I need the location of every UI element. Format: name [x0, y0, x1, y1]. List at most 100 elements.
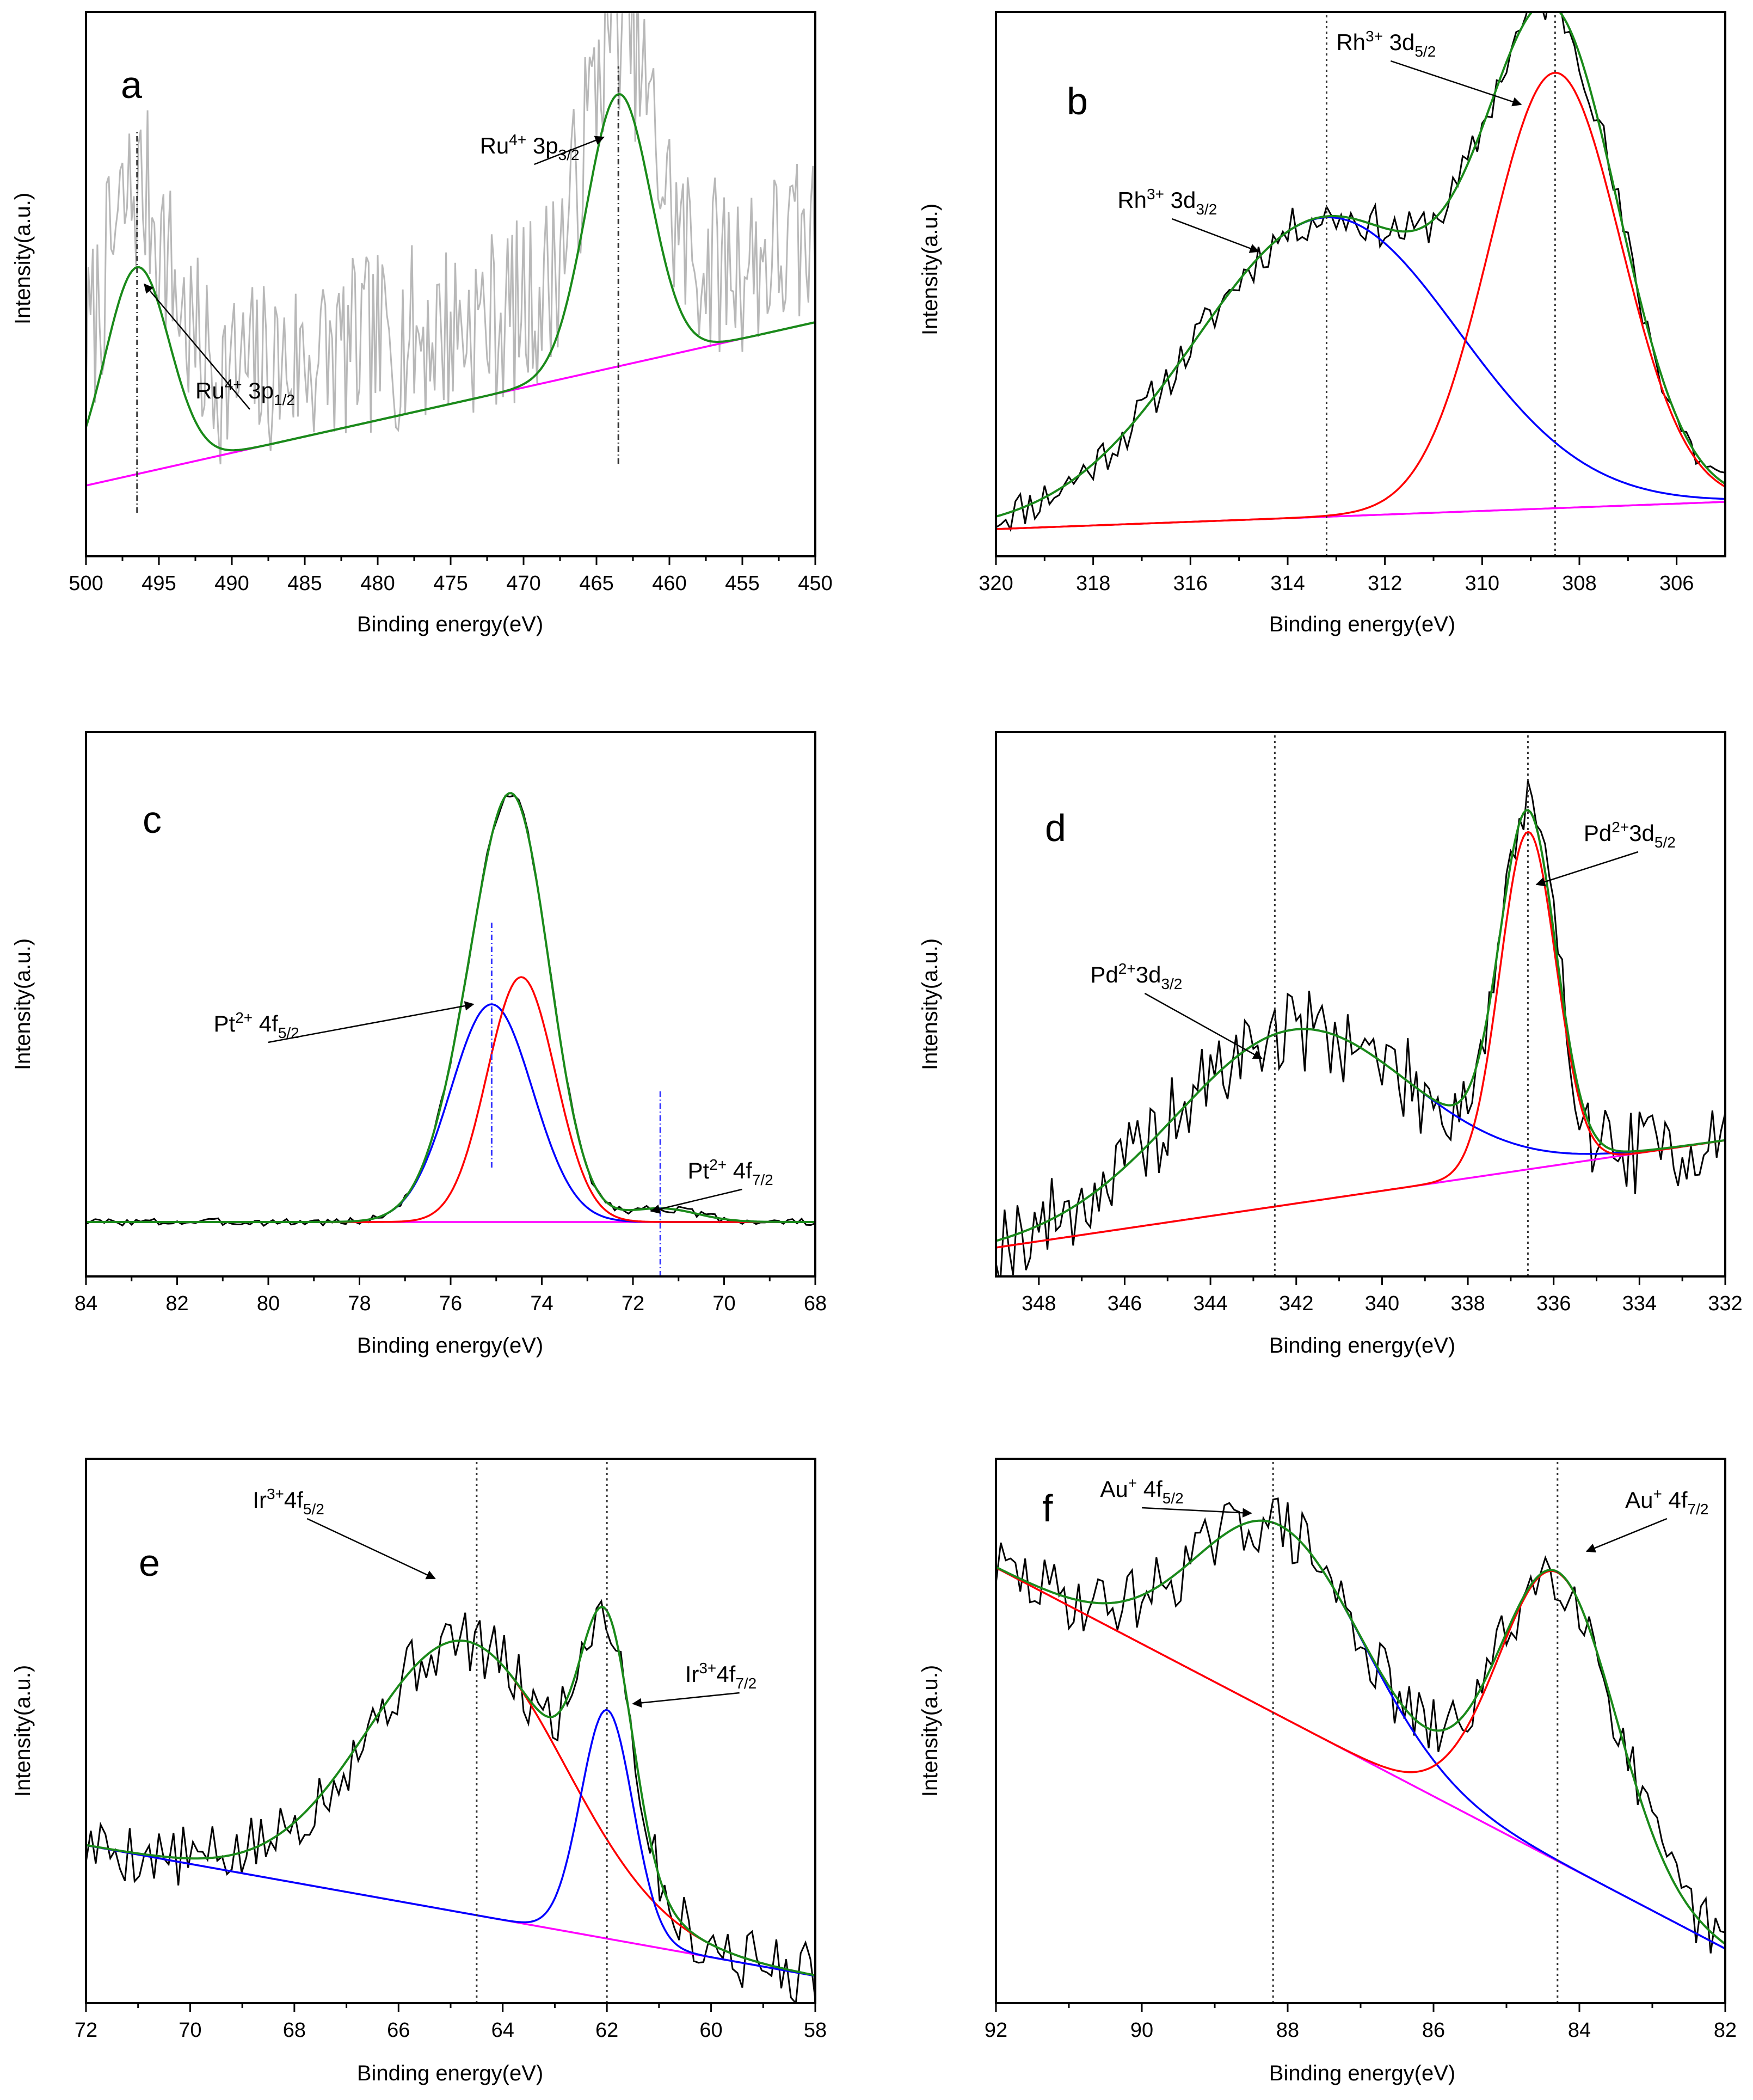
- x-tick-label: 470: [506, 572, 540, 595]
- component-peak-line: [86, 1003, 815, 1223]
- component-peak-line: [996, 1028, 1725, 1242]
- envelope-fit-line: [86, 792, 815, 1223]
- x-tick-label: 314: [1270, 572, 1305, 595]
- annotation-arrow: [1171, 218, 1260, 253]
- annotation-arrow: [1535, 851, 1639, 887]
- panel-letter-b: b: [1067, 80, 1088, 122]
- x-tick-label: 78: [348, 1292, 371, 1315]
- x-tick-label: 465: [579, 572, 613, 595]
- ylabel-c: Intensity(a.u.): [11, 938, 35, 1070]
- ylabel-e: Intensity(a.u.): [11, 1665, 35, 1797]
- annotation-arrow: [534, 136, 605, 165]
- x-tick-label: 70: [179, 2019, 201, 2042]
- annotation-arrow: [144, 283, 250, 410]
- panel-f: f 92 90 88 86 84 82 Au+ 4f5/2 Au+ 4f7/2 Intensi…: [918, 1458, 1737, 2085]
- panel-e: e 72 70 68 66 64 62 60 58 Ir3+4f5/2 Ir3+4f7/2 Int…: [11, 1458, 827, 2085]
- envelope-fit-line: [996, 12, 1725, 518]
- x-tick-label: 336: [1536, 1292, 1571, 1315]
- component-peak-line: [86, 1709, 815, 1977]
- plot-f: 92 90 88 86 84 82 Au+ 4f5/2 Au+ 4f7/2: [985, 1458, 1737, 2042]
- xlabel-c: Binding energy(eV): [357, 1334, 543, 1358]
- x-tick-label: 342: [1279, 1292, 1313, 1315]
- raw-data-line: [996, 12, 1725, 532]
- annotation-arrow: [650, 1188, 742, 1214]
- x-tick-label: 92: [985, 2019, 1007, 2042]
- panel-c: c 84 82 80 78 76 74 72 70 68 Pt2+ 4f5/2 Pt2+ 4f7/2…: [11, 731, 827, 1358]
- x-tick-label: 66: [387, 2019, 410, 2042]
- plot-area-d: [996, 780, 1725, 1276]
- x-tick-label: 76: [439, 1292, 462, 1315]
- peak-label: Ir3+4f5/2: [253, 1485, 324, 1518]
- x-tick-label: 500: [69, 572, 103, 595]
- panel-a: a 500 495 490 485 480 475 470 465 460 455 450 Ru4+ …: [11, 11, 833, 636]
- x-tick-label: 318: [1076, 572, 1110, 595]
- x-tick-label: 84: [1568, 2019, 1591, 2042]
- x-tick-label: 334: [1622, 1292, 1657, 1315]
- x-tick-label: 88: [1276, 2019, 1299, 2042]
- x-tick-label: 62: [595, 2019, 618, 2042]
- peak-label: Ir3+4f7/2: [685, 1660, 757, 1692]
- x-tick-label: 80: [257, 1292, 280, 1315]
- plot-frame: [995, 11, 1726, 557]
- component-peak-line: [996, 831, 1725, 1249]
- x-tick-label: 312: [1368, 572, 1402, 595]
- raw-data-line: [86, 12, 815, 465]
- envelope-fit-line: [86, 93, 815, 452]
- ylabel-d: Intensity(a.u.): [918, 938, 942, 1070]
- component-peak-line: [996, 1519, 1725, 1950]
- x-tick-label: 82: [1714, 2019, 1737, 2042]
- x-tick-label: 72: [75, 2019, 97, 2042]
- x-tick-label: 455: [725, 572, 759, 595]
- panel-letter-c: c: [143, 799, 162, 841]
- x-tick-label: 475: [433, 572, 468, 595]
- ylabel-f: Intensity(a.u.): [918, 1665, 942, 1797]
- ylabel-b: Intensity(a.u.): [918, 204, 942, 335]
- x-tick-label: 460: [652, 572, 686, 595]
- annotation-arrow: [1144, 992, 1263, 1060]
- plot-c: 84 82 80 78 76 74 72 70 68 Pt2+ 4f5/2 Pt2+ 4f7/2: [75, 731, 827, 1315]
- raw-data-line: [86, 1599, 815, 2003]
- x-tick-label: 64: [491, 2019, 514, 2042]
- x-tick-label: 340: [1365, 1292, 1399, 1315]
- peak-label: Ru4+ 3p3/2: [480, 131, 580, 163]
- panel-d: d 348 346 344 342 340 338 336 334 332 Pd2+3d3/2 Pd…: [918, 731, 1743, 1358]
- x-tick-label: 306: [1659, 572, 1694, 595]
- x-tick-label: 74: [530, 1292, 553, 1315]
- component-peak-line: [86, 1640, 815, 1976]
- xlabel-b: Binding energy(eV): [1269, 612, 1455, 636]
- annotation-arrow: [1585, 1518, 1668, 1553]
- peak-label: Rh3+ 3d5/2: [1336, 28, 1436, 60]
- xlabel-d: Binding energy(eV): [1269, 1334, 1455, 1358]
- x-tick-label: 332: [1708, 1292, 1742, 1315]
- ylabel-a: Intensity(a.u.): [11, 193, 35, 324]
- plot-area-c: [86, 792, 815, 1227]
- plot-area-b: [996, 12, 1725, 532]
- panel-letter-f: f: [1042, 1487, 1053, 1530]
- peak-label: Rh3+ 3d3/2: [1117, 186, 1217, 218]
- panel-b: b 320 318 316 314 312 310 308 306 Rh3+ 3d3/2 Rh3+…: [918, 11, 1726, 636]
- peak-label: Pt2+ 4f7/2: [688, 1156, 773, 1188]
- x-tick-label: 68: [283, 2019, 306, 2042]
- peak-label: Au+ 4f7/2: [1625, 1485, 1708, 1518]
- plot-area-f: [996, 1497, 1725, 1954]
- x-tick-label: 316: [1173, 572, 1208, 595]
- annotation-arrow: [1390, 60, 1522, 107]
- envelope-fit-line: [996, 809, 1725, 1242]
- x-tick-label: 72: [622, 1292, 644, 1315]
- component-peak-line: [996, 216, 1725, 518]
- peak-label: Pt2+ 4f5/2: [214, 1009, 299, 1041]
- plot-area-e: [86, 1599, 815, 2003]
- x-tick-label: 308: [1562, 572, 1596, 595]
- peak-label: Pd2+3d5/2: [1584, 819, 1676, 851]
- component-peak-line: [996, 1567, 1725, 1945]
- envelope-fit-line: [996, 1519, 1725, 1945]
- plot-e: 72 70 68 66 64 62 60 58 Ir3+4f5/2 Ir3+4f7/2: [75, 1458, 827, 2042]
- x-tick-label: 450: [798, 572, 832, 595]
- x-tick-label: 86: [1422, 2019, 1445, 2042]
- raw-data-line: [996, 780, 1725, 1276]
- plot-b: 320 318 316 314 312 310 308 306 Rh3+ 3d3/2 Rh3+ 3…: [979, 11, 1726, 595]
- xlabel-e: Binding energy(eV): [357, 2061, 543, 2085]
- x-tick-label: 310: [1465, 572, 1499, 595]
- envelope-fit-line: [86, 1605, 815, 1976]
